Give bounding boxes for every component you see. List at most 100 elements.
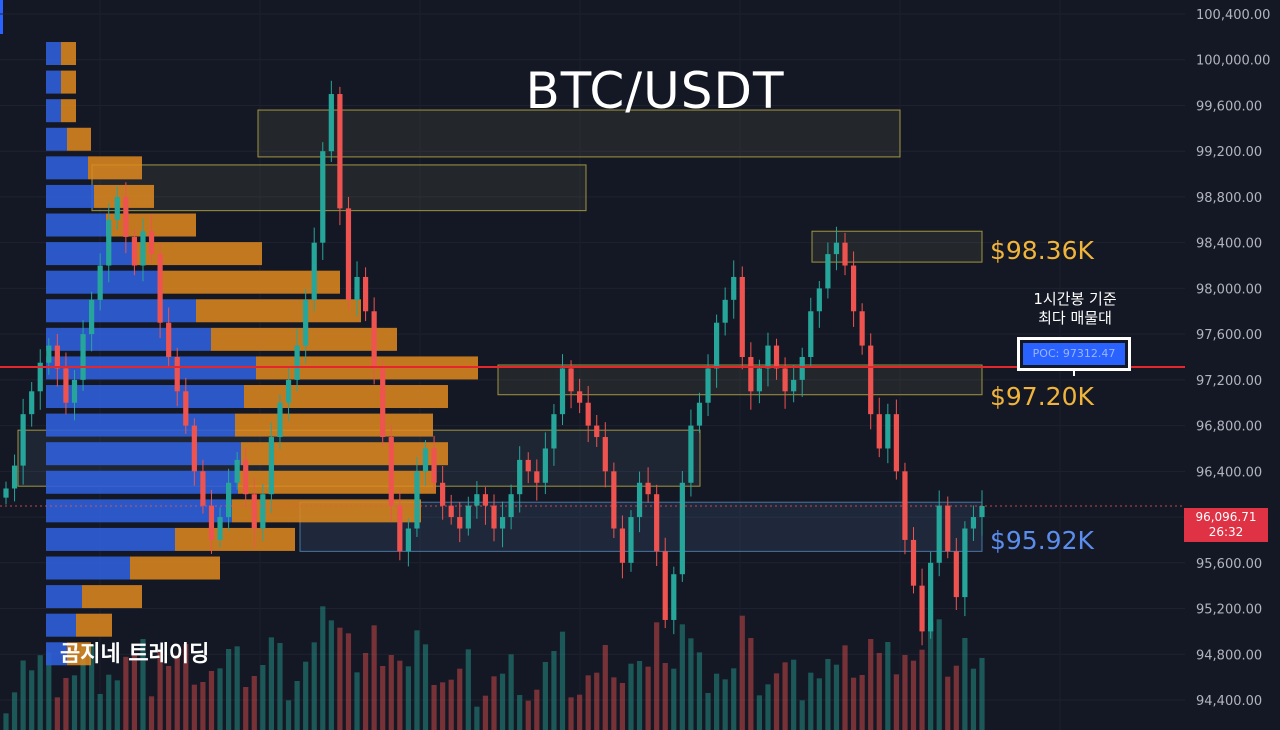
zone-box (257, 109, 901, 158)
candle-body (20, 414, 26, 466)
candle-body (928, 562, 934, 632)
candle-body (893, 414, 899, 472)
profile-sell-bar (82, 585, 142, 609)
candle-body (662, 551, 668, 620)
candle-body (645, 482, 651, 495)
volume-bar (457, 668, 463, 730)
profile-buy-bar (46, 327, 211, 351)
candle-body (876, 414, 882, 449)
volume-bar (722, 679, 728, 730)
candle-body (208, 505, 215, 540)
volume-bar (568, 697, 574, 730)
volume-bar (448, 679, 454, 730)
price-tick-label: 96,400.00 (1196, 465, 1262, 480)
candle-body (611, 471, 617, 529)
volume-bar (106, 674, 112, 730)
volume-bar (225, 649, 232, 730)
volume-bar (928, 622, 934, 730)
price-tick-label: 98,000.00 (1196, 282, 1262, 297)
candle-body (303, 299, 309, 346)
candle-body (106, 219, 112, 266)
candle-body (705, 368, 711, 403)
volume-bar (97, 694, 103, 730)
price-tick-label: 95,600.00 (1196, 557, 1262, 572)
candle-body (731, 276, 737, 300)
profile-sell-bar (244, 385, 448, 409)
price-tick-label: 97,600.00 (1196, 328, 1262, 343)
candle-body (448, 505, 454, 518)
volume-bar (388, 655, 394, 730)
volume-bar (251, 676, 257, 730)
volume-bar (285, 700, 292, 730)
watermark-text: 곰지네 트레이딩 (60, 642, 210, 667)
volume-bar (371, 625, 377, 730)
profile-buy-bar (46, 99, 61, 123)
toolbar-tab-indicator[interactable] (0, 0, 3, 34)
candle-body (808, 311, 814, 357)
candle-body (970, 517, 977, 529)
volume-bar (148, 696, 155, 730)
candle-body (174, 357, 180, 392)
price-tick-label: 98,400.00 (1196, 237, 1262, 252)
candle-body (277, 402, 283, 438)
candle-body (414, 471, 420, 529)
volume-bar (20, 660, 26, 730)
candle-body (628, 517, 634, 563)
profile-sell-bar (106, 213, 196, 237)
candle-body (71, 379, 78, 403)
candle-body (140, 231, 146, 266)
candle-body (602, 437, 608, 472)
candle-body (234, 459, 240, 483)
volume-bar (808, 672, 814, 730)
volume-bar (397, 660, 403, 730)
volume-bar (636, 661, 643, 730)
poc-caption-line-2: 최다 매물대 (1038, 309, 1112, 327)
volume-bar (679, 624, 685, 730)
poc-badge: POC: 97312.47 (1017, 337, 1131, 371)
volume-bar (525, 700, 531, 730)
profile-buy-bar (46, 499, 232, 523)
profile-sell-bar (67, 642, 91, 666)
candle-body (457, 517, 463, 529)
candle-body (491, 505, 497, 529)
candle-body (499, 517, 506, 529)
volume-bar (628, 663, 634, 730)
volume-bar (3, 713, 9, 730)
volume-bars (3, 606, 985, 730)
profile-sell-bar (130, 556, 220, 580)
candle-body (833, 242, 840, 255)
volume-bar (551, 651, 557, 730)
candle-body (842, 242, 848, 266)
candle-body (936, 505, 942, 563)
candle-body (713, 322, 720, 369)
volume-bar (337, 627, 343, 730)
candle-body (157, 254, 163, 323)
candle-body (260, 494, 266, 529)
volume-bar (542, 662, 548, 730)
volume-bar (731, 668, 737, 730)
volume-bar (842, 645, 848, 730)
profile-buy-bar (46, 70, 61, 94)
volume-bar (508, 654, 514, 730)
price-tick-label: 99,200.00 (1196, 145, 1262, 160)
volume-bar (71, 675, 78, 730)
volume-bar (80, 647, 86, 730)
candle-body (765, 345, 771, 369)
volume-bar (893, 674, 899, 730)
candle-body (80, 334, 86, 380)
profile-buy-bar (46, 127, 67, 151)
candle-body (268, 437, 275, 495)
candle-body (671, 574, 677, 620)
candle-body (191, 425, 197, 472)
candle-body (362, 276, 369, 312)
level-label-98360: $98.36K (990, 236, 1094, 265)
volume-bar (311, 642, 317, 730)
volume-bar (850, 677, 857, 730)
volume-bar (140, 639, 146, 730)
candle-body (559, 368, 566, 415)
profile-buy-bar (46, 184, 94, 208)
poc-caption: 1시간봉 기준 최다 매물대 (1010, 290, 1140, 328)
candle-body (3, 488, 9, 498)
profile-sell-bar (61, 99, 76, 123)
level-label-97200: $97.20K (990, 382, 1094, 411)
